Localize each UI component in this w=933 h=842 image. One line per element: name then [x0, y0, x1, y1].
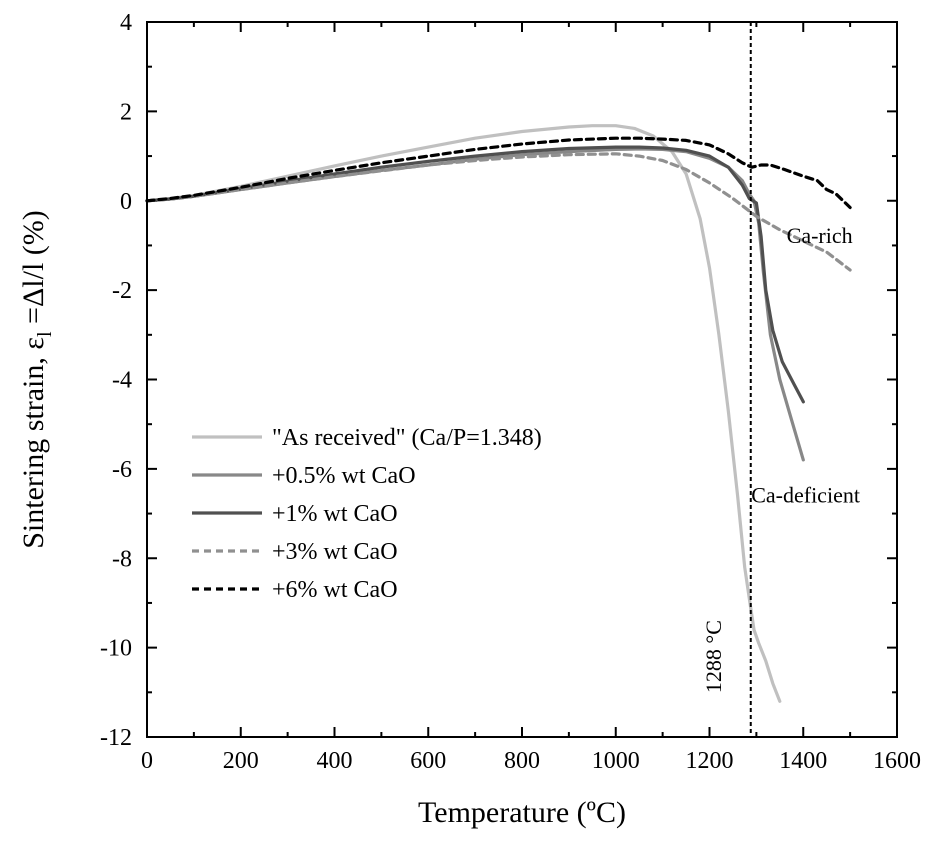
x-tick-label: 400 — [317, 748, 353, 774]
x-tick-label: 1200 — [686, 748, 734, 774]
y-tick-labels: 4 2 0 -2 -4 -6 -8 -10 -12 — [100, 10, 132, 751]
x-tick-label: 800 — [504, 748, 540, 774]
x-tick-label: 1000 — [592, 748, 640, 774]
series-line — [145, 124, 782, 703]
y-tick-label: -8 — [112, 546, 132, 572]
y-tick-label: 0 — [120, 189, 132, 215]
annotation-ca-deficient: Ca-deficient — [751, 482, 860, 507]
y-tick-label: -10 — [100, 636, 132, 662]
y-axis-title: Sintering strain, εl =Δl/l (%) — [17, 210, 56, 549]
x-axis-title: Temperature (ºC) — [418, 796, 626, 829]
legend-label: +1% wt CaO — [272, 501, 398, 527]
x-tick-labels: 0 200 400 600 800 1000 1200 1400 1600 — [141, 748, 921, 774]
series-line — [145, 147, 805, 462]
y-tick-label: -12 — [100, 725, 132, 751]
series-lines — [145, 124, 852, 703]
x-tick-label: 600 — [410, 748, 446, 774]
plot-area-frame — [146, 21, 898, 738]
series-line — [145, 152, 852, 272]
y-axis-title-rest: =Δl/l (%) — [17, 210, 50, 331]
x-tick-label: 1400 — [779, 748, 827, 774]
legend-label: +0.5% wt CaO — [272, 463, 416, 489]
series-line — [145, 145, 805, 404]
x-tick-label: 1600 — [873, 748, 921, 774]
y-tick-label: -2 — [112, 278, 132, 304]
x-tick-label: 0 — [141, 748, 153, 774]
annotation-ca-rich: Ca-rich — [787, 223, 853, 248]
legend-label: "As received" (Ca/P=1.348) — [272, 425, 542, 451]
x-tick-label: 200 — [223, 748, 259, 774]
y-axis-title-main: Sintering strain, ε — [17, 337, 50, 549]
y-tick-label: 2 — [120, 99, 132, 125]
y-tick-label: -4 — [112, 368, 132, 394]
series-line — [145, 136, 852, 210]
y-tick-label: 4 — [120, 10, 132, 36]
legend-label: +6% wt CaO — [272, 577, 398, 603]
axis-ticks — [146, 21, 898, 738]
legend: "As received" (Ca/P=1.348) +0.5% wt CaO +1… — [192, 425, 542, 603]
y-axis-title-sub: l — [34, 331, 56, 337]
reference-line-label: 1288 °C — [701, 620, 726, 693]
y-tick-label: -6 — [112, 457, 132, 483]
legend-label: +3% wt CaO — [272, 539, 398, 565]
